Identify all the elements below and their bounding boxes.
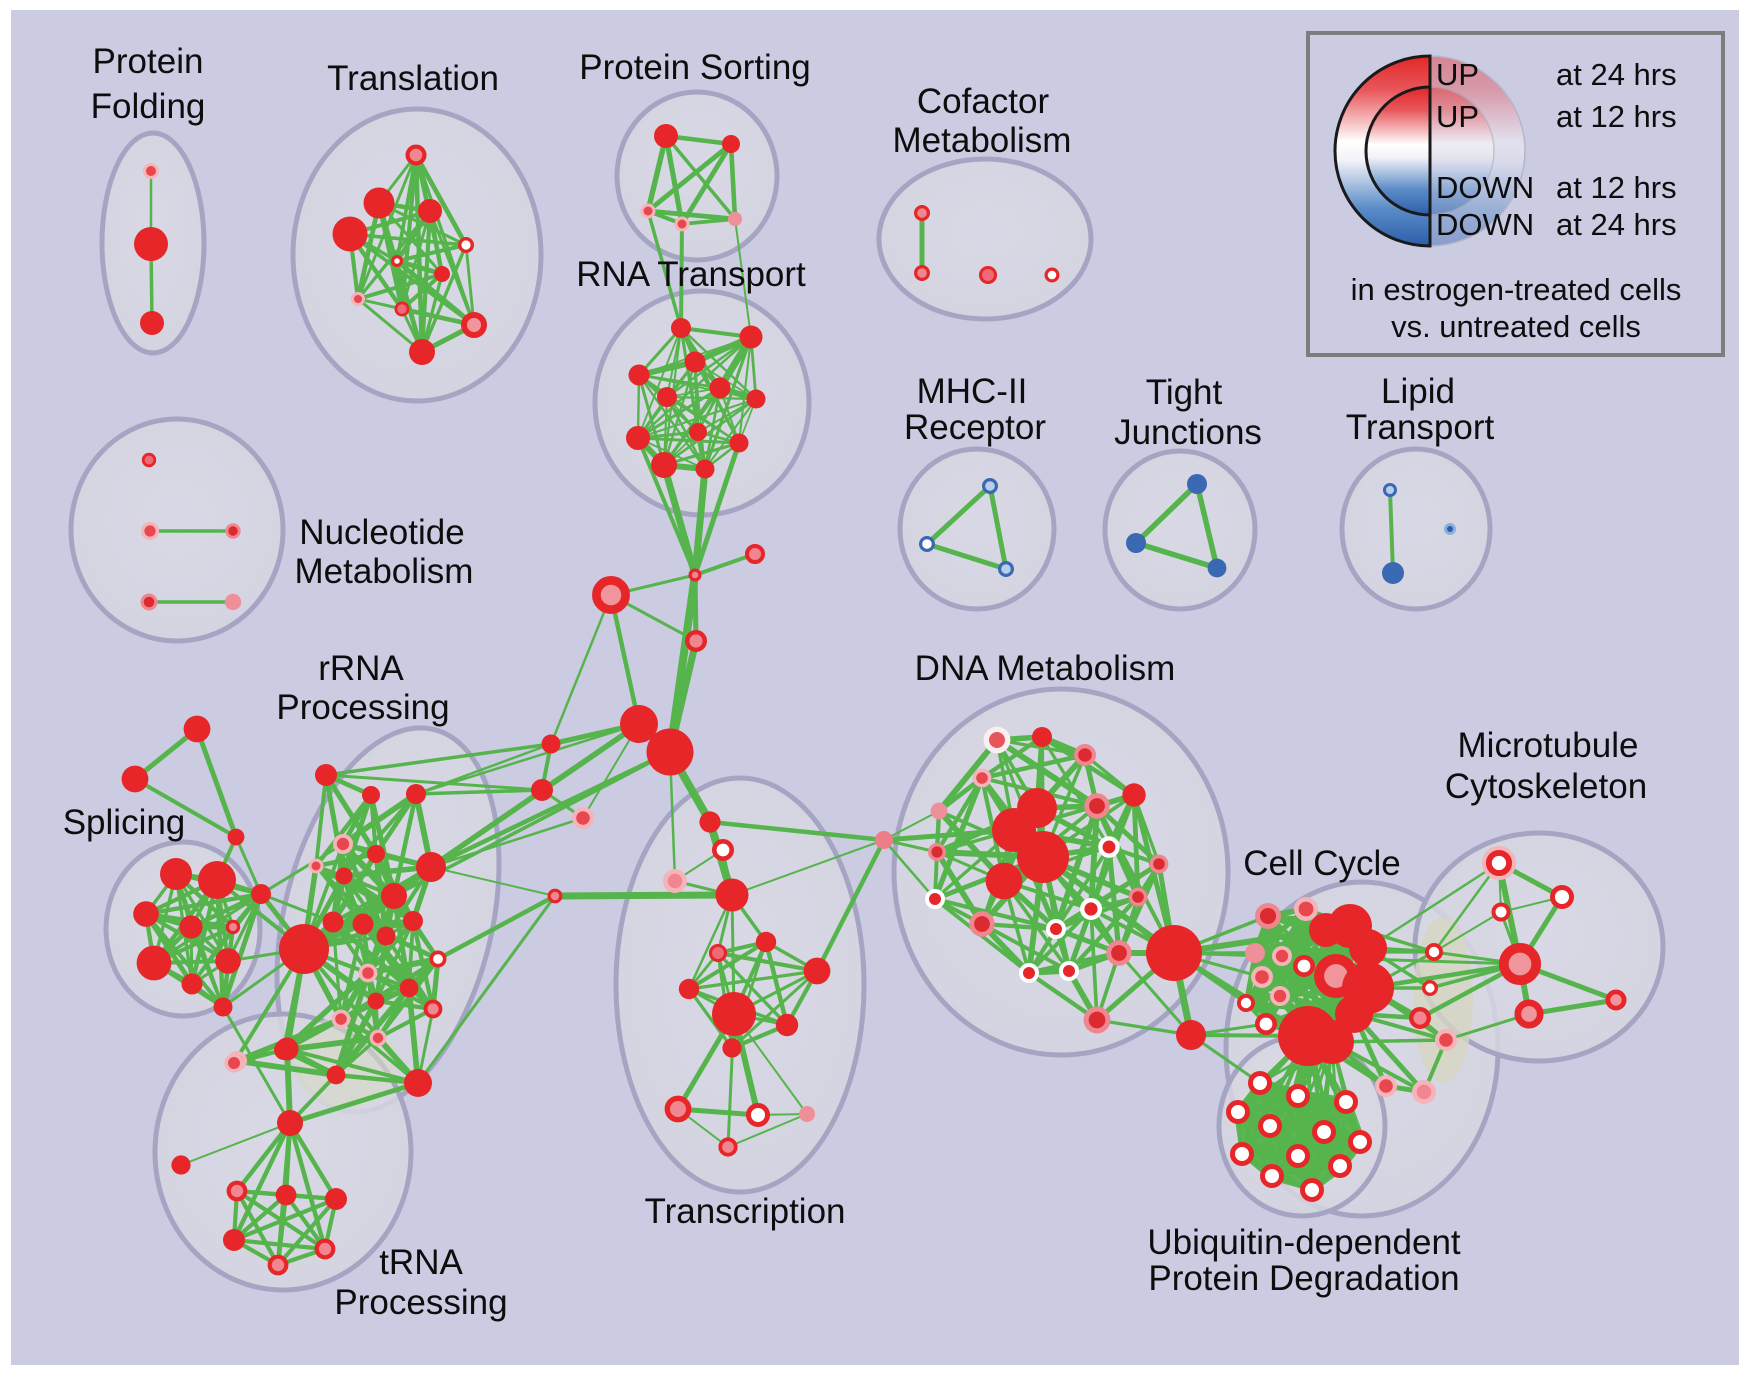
svg-text:Tight: Tight bbox=[1146, 373, 1223, 412]
svg-text:Processing: Processing bbox=[276, 688, 449, 727]
svg-text:Cell Cycle: Cell Cycle bbox=[1243, 844, 1401, 883]
svg-text:Junctions: Junctions bbox=[1114, 413, 1262, 452]
svg-text:vs. untreated cells: vs. untreated cells bbox=[1391, 309, 1641, 344]
svg-text:Metabolism: Metabolism bbox=[295, 552, 474, 591]
svg-text:Folding: Folding bbox=[91, 87, 206, 126]
svg-text:Splicing: Splicing bbox=[63, 803, 186, 842]
svg-text:Cofactor: Cofactor bbox=[917, 82, 1050, 121]
svg-text:Processing: Processing bbox=[334, 1283, 507, 1322]
svg-text:rRNA: rRNA bbox=[318, 649, 404, 688]
svg-text:Nucleotide: Nucleotide bbox=[299, 513, 464, 552]
svg-text:RNA Transport: RNA Transport bbox=[576, 255, 806, 294]
svg-text:DOWN: DOWN bbox=[1436, 170, 1534, 205]
svg-text:DNA Metabolism: DNA Metabolism bbox=[915, 649, 1176, 688]
svg-text:Translation: Translation bbox=[327, 59, 499, 98]
svg-text:UP: UP bbox=[1436, 99, 1479, 134]
svg-text:at 24 hrs: at 24 hrs bbox=[1556, 57, 1677, 92]
svg-text:at 12 hrs: at 12 hrs bbox=[1556, 99, 1677, 134]
svg-text:in estrogen-treated cells: in estrogen-treated cells bbox=[1351, 272, 1682, 307]
svg-text:MHC-II: MHC-II bbox=[917, 372, 1028, 411]
svg-text:Transcription: Transcription bbox=[645, 1192, 846, 1231]
svg-text:UP: UP bbox=[1436, 57, 1479, 92]
svg-text:at 24 hrs: at 24 hrs bbox=[1556, 207, 1677, 242]
svg-text:Protein Sorting: Protein Sorting bbox=[579, 48, 811, 87]
svg-text:Metabolism: Metabolism bbox=[893, 121, 1072, 160]
svg-text:DOWN: DOWN bbox=[1436, 207, 1534, 242]
svg-text:Protein: Protein bbox=[93, 42, 204, 81]
svg-text:Microtubule: Microtubule bbox=[1458, 726, 1639, 765]
svg-text:Transport: Transport bbox=[1346, 408, 1495, 447]
svg-text:Ubiquitin-dependent: Ubiquitin-dependent bbox=[1147, 1223, 1461, 1262]
svg-text:at 12 hrs: at 12 hrs bbox=[1556, 170, 1677, 205]
svg-text:tRNA: tRNA bbox=[379, 1243, 463, 1282]
svg-text:Lipid: Lipid bbox=[1381, 372, 1455, 411]
svg-text:Cytoskeleton: Cytoskeleton bbox=[1445, 767, 1647, 806]
svg-text:Receptor: Receptor bbox=[904, 408, 1046, 447]
svg-text:Protein Degradation: Protein Degradation bbox=[1148, 1259, 1459, 1298]
